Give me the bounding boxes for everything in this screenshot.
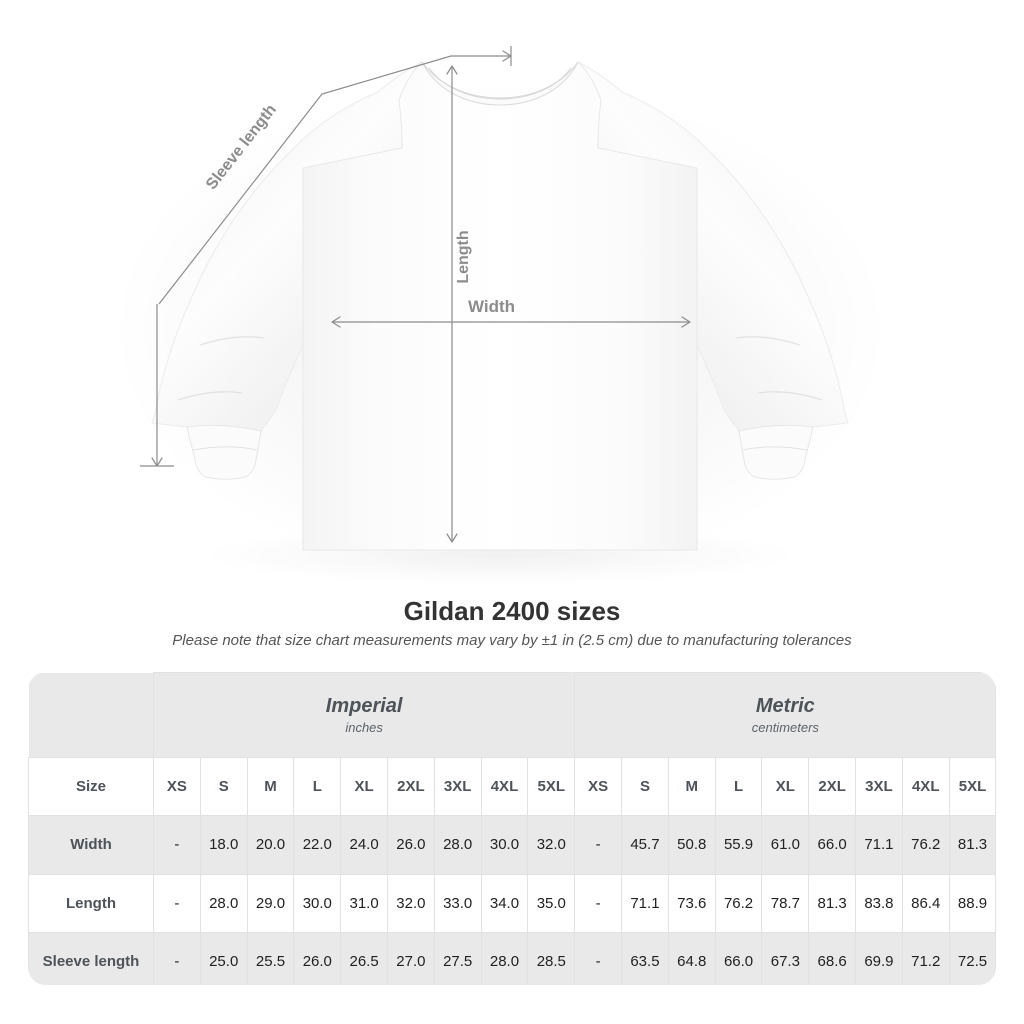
svg-text:Width: Width <box>468 297 515 316</box>
svg-text:Length: Length <box>455 230 472 283</box>
